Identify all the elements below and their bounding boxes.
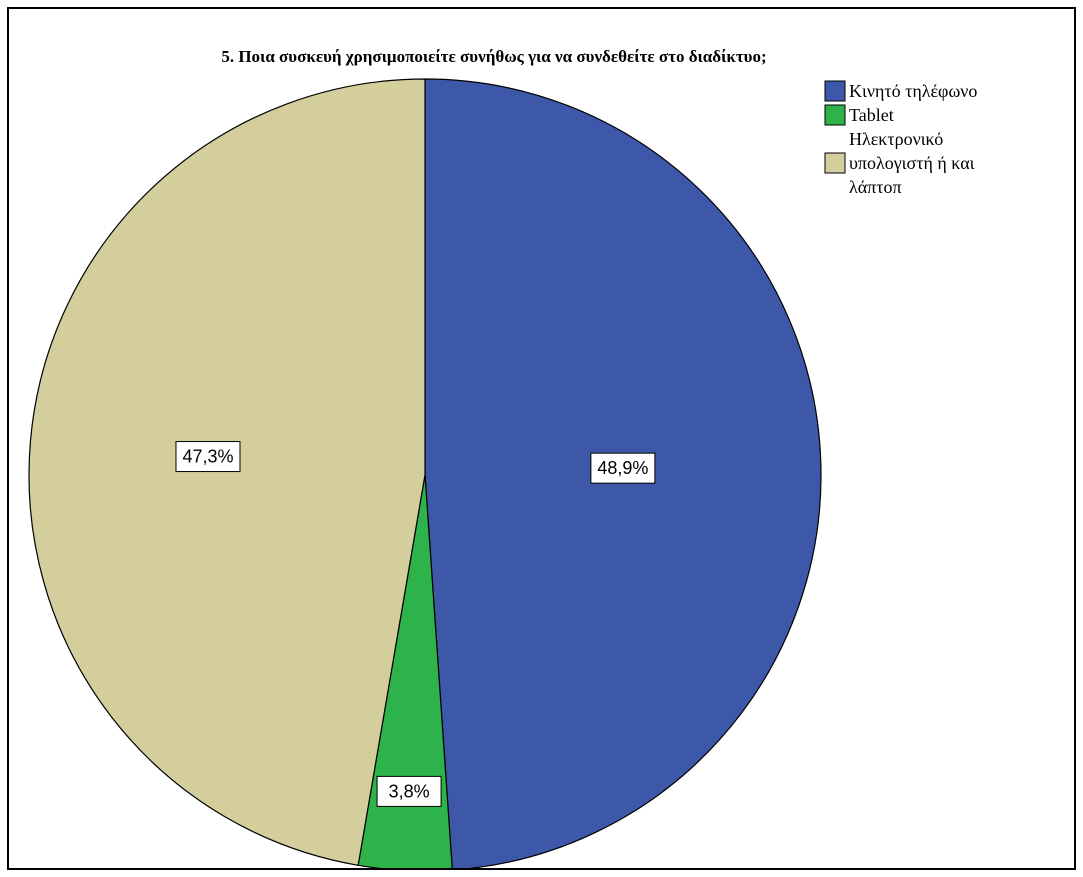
data-label-2: 3,8%: [376, 775, 442, 807]
legend-label: λάπτοπ: [849, 177, 902, 197]
legend-item-2: Tablet: [824, 104, 894, 126]
data-labels: 48,9% 3,8% 47,3%: [175, 441, 656, 807]
legend-item-1: Κινητό τηλέφωνο: [824, 80, 977, 102]
data-label-1: 48,9%: [590, 452, 656, 484]
data-label-text: 48,9%: [597, 458, 648, 478]
data-label-text: 47,3%: [182, 447, 233, 467]
data-label-box: [376, 775, 442, 807]
legend-swatch: [824, 152, 846, 174]
legend-item-3: Ηλεκτρονικό υπολογιστή ή και λάπτοπ: [824, 129, 975, 197]
legend-label: υπολογιστή ή και: [849, 153, 975, 173]
pie-chart: 5. Ποια συσκευή χρησιμοποιείτε συνήθως γ…: [28, 47, 977, 868]
data-label-text: 3,8%: [389, 781, 430, 801]
legend-label: Tablet: [849, 105, 894, 125]
legend-label: Ηλεκτρονικό: [849, 129, 943, 149]
chart-frame: 5. Ποια συσκευή χρησιμοποιείτε συνήθως γ…: [7, 7, 1076, 870]
pie-slice-3: [28, 78, 426, 867]
legend: Κινητό τηλέφωνο Tablet Ηλεκτρονικό υπολογισ…: [824, 80, 977, 197]
legend-swatch: [824, 80, 846, 102]
data-label-3: 47,3%: [175, 441, 241, 473]
data-label-box: [175, 441, 241, 473]
chart-title: 5. Ποια συσκευή χρησιμοποιείτε συνήθως γ…: [221, 47, 766, 66]
legend-label: Κινητό τηλέφωνο: [849, 81, 977, 101]
data-label-box: [590, 452, 656, 484]
pie-slices: [28, 78, 822, 868]
legend-swatch: [824, 104, 846, 126]
